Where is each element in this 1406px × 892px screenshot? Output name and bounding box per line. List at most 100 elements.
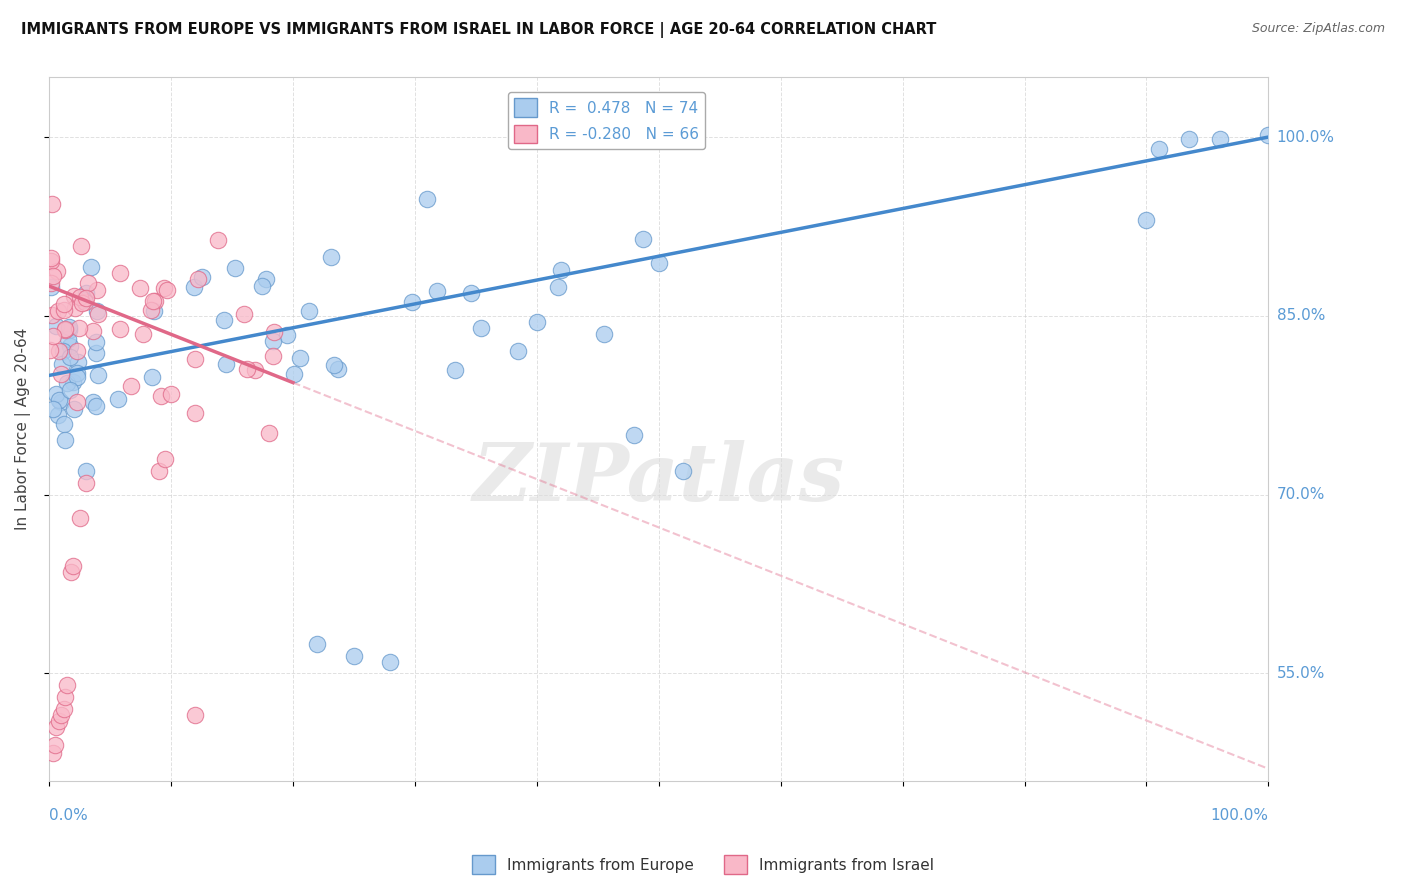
Point bbox=[183, 279, 205, 293]
Point bbox=[236, 362, 259, 376]
Point bbox=[39, 280, 62, 294]
Point bbox=[307, 637, 329, 651]
Text: 0.0%: 0.0% bbox=[49, 808, 87, 823]
Point bbox=[66, 344, 89, 359]
Point bbox=[190, 270, 212, 285]
Point bbox=[72, 293, 94, 307]
Point bbox=[84, 334, 107, 349]
Point bbox=[69, 290, 91, 304]
Point bbox=[184, 708, 207, 723]
Point bbox=[62, 559, 84, 574]
Point bbox=[87, 368, 110, 382]
Point bbox=[257, 426, 280, 441]
Point bbox=[1147, 142, 1170, 156]
Point bbox=[39, 253, 62, 268]
Point bbox=[52, 702, 75, 716]
Point bbox=[401, 295, 423, 310]
Point bbox=[460, 285, 482, 300]
Point bbox=[328, 362, 350, 376]
Point bbox=[63, 301, 86, 315]
Point bbox=[66, 366, 89, 380]
Point bbox=[39, 251, 62, 265]
Point bbox=[143, 293, 166, 308]
Text: 85.0%: 85.0% bbox=[1277, 309, 1324, 323]
Point bbox=[233, 307, 256, 321]
Point bbox=[243, 363, 266, 377]
Point bbox=[41, 746, 63, 760]
Point bbox=[53, 321, 76, 335]
Point bbox=[153, 451, 176, 466]
Point bbox=[41, 308, 63, 322]
Point bbox=[56, 376, 79, 390]
Point bbox=[67, 321, 90, 335]
Point bbox=[149, 389, 172, 403]
Point bbox=[69, 511, 91, 525]
Point bbox=[139, 303, 162, 318]
Point bbox=[142, 293, 165, 308]
Point bbox=[75, 475, 97, 490]
Point bbox=[45, 318, 67, 333]
Text: ZIPatlas: ZIPatlas bbox=[472, 440, 845, 517]
Point bbox=[41, 402, 63, 417]
Point bbox=[59, 339, 82, 353]
Point bbox=[215, 357, 238, 371]
Point bbox=[86, 303, 108, 318]
Point bbox=[67, 355, 90, 369]
Point bbox=[63, 289, 86, 303]
Legend: Immigrants from Europe, Immigrants from Israel: Immigrants from Europe, Immigrants from … bbox=[465, 849, 941, 880]
Point bbox=[207, 233, 229, 247]
Point bbox=[148, 464, 170, 478]
Point bbox=[141, 370, 163, 384]
Point bbox=[41, 197, 63, 211]
Point bbox=[283, 367, 305, 381]
Point bbox=[49, 367, 72, 381]
Point bbox=[1257, 128, 1279, 142]
Text: 70.0%: 70.0% bbox=[1277, 487, 1324, 502]
Point bbox=[59, 350, 82, 364]
Point bbox=[120, 379, 142, 393]
Point bbox=[51, 708, 73, 723]
Point bbox=[550, 263, 572, 277]
Point bbox=[56, 678, 79, 692]
Point bbox=[212, 313, 235, 327]
Text: IMMIGRANTS FROM EUROPE VS IMMIGRANTS FROM ISRAEL IN LABOR FORCE | AGE 20-64 CORR: IMMIGRANTS FROM EUROPE VS IMMIGRANTS FRO… bbox=[21, 22, 936, 38]
Point bbox=[75, 285, 97, 300]
Point bbox=[86, 283, 108, 297]
Point bbox=[75, 464, 97, 478]
Point bbox=[156, 283, 179, 297]
Point bbox=[547, 280, 569, 294]
Point bbox=[66, 370, 89, 384]
Point bbox=[53, 323, 76, 337]
Point bbox=[55, 434, 77, 448]
Point bbox=[48, 343, 70, 358]
Point bbox=[45, 720, 67, 734]
Point bbox=[108, 266, 131, 280]
Point bbox=[593, 327, 616, 342]
Point bbox=[108, 322, 131, 336]
Point bbox=[39, 343, 62, 357]
Point bbox=[470, 321, 492, 335]
Point bbox=[187, 272, 209, 286]
Point bbox=[80, 260, 103, 274]
Point bbox=[184, 352, 207, 367]
Point bbox=[416, 192, 439, 206]
Point bbox=[672, 464, 695, 478]
Point bbox=[53, 302, 76, 317]
Point bbox=[323, 358, 346, 372]
Point bbox=[87, 307, 110, 321]
Point bbox=[73, 295, 96, 310]
Point bbox=[250, 279, 273, 293]
Point bbox=[262, 334, 284, 349]
Point bbox=[52, 343, 75, 358]
Point bbox=[380, 655, 402, 669]
Point bbox=[60, 565, 83, 579]
Point bbox=[58, 319, 80, 334]
Point bbox=[319, 250, 342, 264]
Point bbox=[623, 428, 645, 442]
Point bbox=[184, 406, 207, 420]
Point bbox=[262, 349, 284, 363]
Legend: R =  0.478   N = 74, R = -0.280   N = 66: R = 0.478 N = 74, R = -0.280 N = 66 bbox=[508, 92, 706, 149]
Point bbox=[1135, 213, 1157, 227]
Text: 100.0%: 100.0% bbox=[1211, 808, 1268, 823]
Point bbox=[62, 375, 84, 389]
